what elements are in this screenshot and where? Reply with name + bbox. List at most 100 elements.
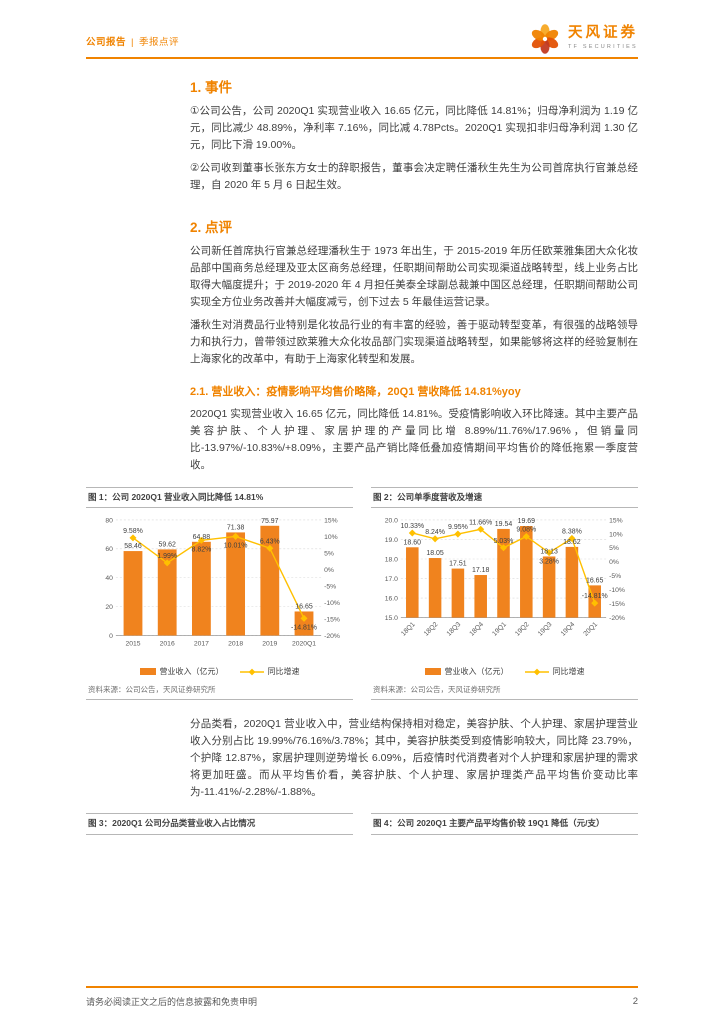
brand-subtitle: TF SECURITIES	[568, 43, 638, 50]
legend-item-revenue: 营业收入（亿元）	[424, 666, 509, 677]
svg-text:5.03%: 5.03%	[494, 538, 514, 545]
figure-2-caption: 图 2：公司单季度营收及增速	[371, 487, 638, 509]
svg-text:9.95%: 9.95%	[448, 524, 468, 531]
category-label: 公司报告	[86, 37, 127, 48]
svg-text:5%: 5%	[609, 545, 619, 552]
figure-4: 图 4：公司 2020Q1 主要产品平均售价较 19Q1 降低（元/支）	[371, 813, 638, 835]
svg-text:19Q2: 19Q2	[514, 621, 531, 638]
svg-text:19Q3: 19Q3	[537, 621, 554, 638]
brand-name: 天风证券	[568, 25, 638, 41]
svg-text:-20%: -20%	[324, 633, 340, 640]
section-2-1-paragraph-1: 2020Q1 实现营业收入 16.65 亿元，同比降低 14.81%。受疫情影响…	[190, 408, 638, 471]
svg-text:80: 80	[105, 517, 113, 524]
figure-2: 图 2：公司单季度营收及增速 15.0 16.0 17.0 18.0 19.0 20.0 -…	[371, 487, 638, 701]
bar-swatch-icon	[424, 668, 441, 676]
figure-1: 图 1：公司 2020Q1 营业收入同比降低 14.81% 0 20 40 60 80 -…	[86, 487, 353, 701]
section-2-1-title: 2.1. 营业收入：疫情影响平均售价略降，20Q1 营收降低 14.81%yoy	[190, 386, 521, 398]
svg-text:18.60: 18.60	[404, 539, 422, 546]
svg-text:0: 0	[109, 633, 113, 640]
svg-text:-5%: -5%	[324, 583, 336, 590]
svg-text:0%: 0%	[324, 567, 334, 574]
svg-text:18.0: 18.0	[385, 556, 398, 563]
svg-text:60: 60	[105, 546, 113, 553]
svg-text:-15%: -15%	[609, 601, 625, 608]
svg-text:1.99%: 1.99%	[157, 553, 177, 560]
section-2-paragraph-1: 公司新任首席执行官兼总经理潘秋生于 1973 年出生，于 2015-2019 年…	[190, 245, 638, 308]
svg-text:-10%: -10%	[324, 600, 340, 607]
brand-text: 天风证券 TF SECURITIES	[568, 25, 638, 50]
svg-text:11.66%: 11.66%	[469, 519, 492, 526]
line-diamond-swatch-icon	[239, 668, 264, 676]
svg-text:17.18: 17.18	[472, 567, 490, 574]
svg-text:2015: 2015	[125, 641, 140, 648]
page-number: 2	[632, 996, 638, 1007]
svg-text:-20%: -20%	[609, 615, 625, 622]
figure-4-caption: 图 4：公司 2020Q1 主要产品平均售价较 19Q1 降低（元/支）	[371, 813, 638, 835]
svg-text:8.24%: 8.24%	[425, 529, 445, 536]
figure-2-chart: 15.0 16.0 17.0 18.0 19.0 20.0 -20% -15% -10% -5% 0…	[385, 517, 625, 638]
svg-text:75.97: 75.97	[261, 518, 279, 525]
svg-text:64.88: 64.88	[193, 534, 211, 541]
svg-text:10.01%: 10.01%	[224, 542, 248, 549]
svg-text:-15%: -15%	[324, 616, 340, 623]
figure-3-caption: 图 3：2020Q1 公司分品类营业收入占比情况	[86, 813, 353, 835]
svg-text:15%: 15%	[609, 517, 623, 524]
svg-text:17.51: 17.51	[449, 561, 467, 568]
svg-text:2018: 2018	[228, 641, 243, 648]
svg-text:15%: 15%	[324, 517, 338, 524]
svg-text:8.38%: 8.38%	[562, 528, 582, 535]
svg-text:19Q4: 19Q4	[560, 621, 577, 638]
category-separator: |	[131, 37, 134, 48]
figure-1-chart: 0 20 40 60 80 -20% -15% -10% -5% 0% 5% 10% 15% 58.46 9…	[105, 517, 340, 648]
svg-text:71.38: 71.38	[227, 524, 245, 531]
svg-text:59.62: 59.62	[158, 541, 176, 548]
svg-text:16.0: 16.0	[385, 595, 398, 602]
svg-text:19.0: 19.0	[385, 537, 398, 544]
svg-text:2017: 2017	[194, 641, 209, 648]
svg-text:2016: 2016	[160, 641, 175, 648]
svg-text:2020Q1: 2020Q1	[292, 641, 316, 648]
svg-text:18.62: 18.62	[563, 539, 581, 546]
svg-text:3.28%: 3.28%	[539, 559, 559, 566]
svg-text:5%: 5%	[324, 550, 334, 557]
svg-text:9.58%: 9.58%	[123, 528, 143, 535]
footer-disclaimer: 请务必阅读正文之后的信息披露和免责申明	[86, 997, 258, 1007]
svg-text:19.69: 19.69	[518, 518, 536, 525]
svg-text:18Q2: 18Q2	[423, 621, 440, 638]
legend-revenue-label: 营业收入（亿元）	[159, 667, 224, 677]
svg-text:18Q4: 18Q4	[468, 621, 485, 638]
svg-text:19Q1: 19Q1	[491, 621, 508, 638]
legend-item-growth: 同比增速	[524, 666, 585, 677]
svg-text:16.65: 16.65	[295, 604, 313, 611]
figure-row-1: 图 1：公司 2020Q1 营业收入同比降低 14.81% 0 20 40 60 80 -…	[86, 487, 638, 701]
svg-text:20Q1: 20Q1	[582, 621, 599, 638]
figure-row-2: 图 3：2020Q1 公司分品类营业收入占比情况 图 4：公司 2020Q1 主…	[86, 813, 638, 835]
legend-growth-label: 同比增速	[552, 667, 585, 677]
svg-text:9.08%: 9.08%	[516, 527, 536, 534]
header-divider	[86, 57, 638, 59]
svg-text:0%: 0%	[609, 559, 619, 566]
figure-2-legend: 营业收入（亿元） 同比增速	[371, 665, 638, 681]
figure-3: 图 3：2020Q1 公司分品类营业收入占比情况	[86, 813, 353, 835]
svg-text:-10%: -10%	[609, 587, 625, 594]
report-footer: 请务必阅读正文之后的信息披露和免责申明 2	[86, 986, 638, 1008]
line-diamond-swatch-icon	[524, 668, 549, 676]
report-header: 公司报告 | 季报点评 天风证券 TF SECURITIES	[86, 22, 638, 54]
section-1-paragraph-1: ①公司公告，公司 2020Q1 实现营业收入 16.65 亿元，同比降低 14.…	[190, 105, 638, 151]
bar-swatch-icon	[139, 668, 156, 676]
svg-text:58.46: 58.46	[124, 543, 142, 550]
subcategory-label: 季报点评	[138, 37, 179, 48]
legend-item-revenue: 营业收入（亿元）	[139, 666, 224, 677]
brand-block: 天风证券 TF SECURITIES	[529, 22, 638, 54]
svg-text:20.0: 20.0	[385, 517, 398, 524]
tf-securities-logo-icon	[531, 24, 559, 54]
legend-growth-label: 同比增速	[267, 667, 300, 677]
section-2-1-paragraph-2: 分品类看，2020Q1 营业收入中，营业结构保持相对稳定，美容护肤、个人护理、家…	[190, 718, 638, 799]
svg-text:15.0: 15.0	[385, 615, 398, 622]
figure-1-caption: 图 1：公司 2020Q1 营业收入同比降低 14.81%	[86, 487, 353, 509]
svg-text:18Q3: 18Q3	[446, 621, 463, 638]
svg-text:8.82%: 8.82%	[192, 546, 212, 553]
svg-text:18.13: 18.13	[540, 549, 558, 556]
svg-text:20: 20	[105, 604, 113, 611]
figure-2-source: 资料来源：公司公告，天风证券研究所	[371, 681, 638, 701]
